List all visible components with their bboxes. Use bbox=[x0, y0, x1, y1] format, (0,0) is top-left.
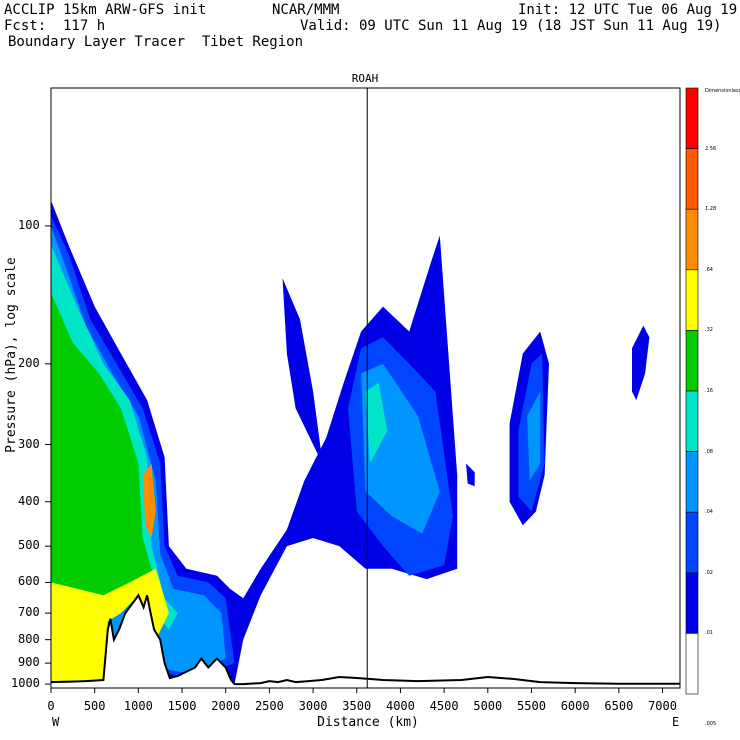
colorbar-level-label: .005 bbox=[705, 721, 717, 728]
x-tick-label: 2000 bbox=[211, 699, 241, 713]
x-tick-label: 3000 bbox=[298, 699, 328, 713]
colorbar-swatch bbox=[685, 511, 699, 574]
y-tick-label: 900 bbox=[18, 655, 40, 670]
x-tick-label: 1000 bbox=[123, 699, 153, 713]
colorbar bbox=[685, 87, 699, 695]
colorbar-level-label: .01 bbox=[705, 630, 713, 637]
y-tick-label: 200 bbox=[18, 355, 40, 370]
colorbar-swatch bbox=[685, 269, 699, 331]
y-tick-label: 300 bbox=[18, 436, 40, 451]
header-valid: Valid: 09 UTC Sun 11 Aug 19 (18 JST Sun … bbox=[300, 18, 722, 34]
x-tick-label: 2500 bbox=[254, 699, 284, 713]
x-tick-label: 0 bbox=[47, 699, 55, 713]
header-org: NCAR/MMM bbox=[272, 2, 340, 18]
y-tick-label: 400 bbox=[18, 493, 40, 508]
colorbar-swatch bbox=[685, 208, 699, 271]
x-tick-label: 7000 bbox=[648, 699, 677, 713]
terrain-line bbox=[50, 593, 680, 686]
tracer-contour-level-0 bbox=[632, 325, 650, 401]
tracer-contour-level-0 bbox=[282, 278, 331, 481]
y-tick-label: 600 bbox=[18, 574, 40, 589]
tracer-contour-level-6 bbox=[142, 463, 156, 538]
x-tick-label: 5500 bbox=[517, 699, 546, 713]
y-tick-label: 1000 bbox=[11, 676, 40, 691]
colorbar-level-label: .64 bbox=[705, 266, 713, 273]
colorbar-level-label: Dimensionless bbox=[705, 88, 740, 94]
x-tick-label: 5000 bbox=[473, 699, 503, 713]
tracer-contour-level-3 bbox=[365, 382, 388, 464]
header-init: Init: 12 UTC Tue 06 Aug 19 bbox=[518, 2, 738, 18]
plot-frame bbox=[50, 87, 681, 689]
y-axis-label: Pressure (hPa), log scale bbox=[4, 257, 19, 453]
y-tick-label: 500 bbox=[18, 538, 40, 553]
tracer-contour-level-4 bbox=[51, 292, 161, 596]
x-right-label: E bbox=[672, 715, 679, 729]
x-tick-label: 500 bbox=[83, 699, 106, 713]
colorbar-level-label: 1.28 bbox=[705, 206, 717, 213]
y-tick-label: 700 bbox=[18, 605, 40, 620]
colorbar-level-label: .32 bbox=[705, 327, 713, 334]
header-fcst: Fcst: 117 h bbox=[4, 18, 106, 34]
x-axis-label: Distance (km) bbox=[317, 715, 419, 730]
colorbar-level-label: .08 bbox=[705, 448, 713, 455]
colorbar-level-label: .16 bbox=[705, 388, 713, 394]
colorbar-swatch bbox=[685, 451, 699, 513]
x-tick-label: 3500 bbox=[342, 699, 372, 713]
x-tick-label: 6000 bbox=[560, 699, 590, 713]
colorbar-swatch bbox=[685, 572, 699, 634]
x-tick-label: 6500 bbox=[604, 699, 634, 713]
x-tick-label: 4500 bbox=[429, 699, 459, 713]
colorbar-swatch bbox=[685, 148, 699, 210]
colorbar-swatch bbox=[685, 87, 699, 149]
colorbar-swatch bbox=[685, 330, 699, 392]
x-tick-label: 1500 bbox=[167, 699, 197, 713]
colorbar-swatch bbox=[685, 390, 699, 452]
axis-ticks bbox=[45, 225, 664, 693]
tracer-contour-level-0 bbox=[466, 463, 475, 487]
colorbar-level-label: .04 bbox=[705, 509, 713, 516]
colorbar-level-label: .02 bbox=[705, 569, 713, 576]
x-left-label: W bbox=[52, 715, 60, 729]
header-model: ACCLIP 15km ARW-GFS init bbox=[4, 2, 207, 18]
chart-title: ROAH bbox=[352, 72, 379, 85]
tracer-contour-level-2 bbox=[527, 391, 541, 481]
colorbar-level-label: 2.56 bbox=[705, 145, 717, 152]
colorbar-swatch bbox=[685, 633, 699, 695]
terrain-mask bbox=[51, 595, 680, 688]
y-tick-label: 100 bbox=[18, 217, 40, 232]
tracer-contour-layer bbox=[51, 200, 650, 685]
y-tick-label: 800 bbox=[18, 631, 40, 646]
header-product: Boundary Layer Tracer Tibet Region bbox=[8, 34, 304, 50]
x-tick-label: 4000 bbox=[385, 699, 415, 713]
